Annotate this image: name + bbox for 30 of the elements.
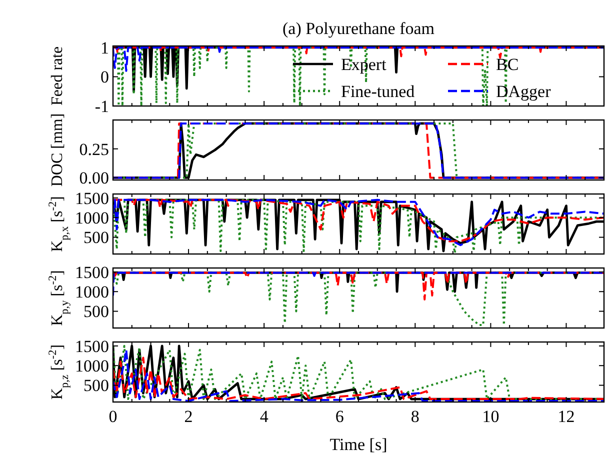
legend-label: DAgger <box>496 82 552 101</box>
legend-label: Expert <box>341 54 387 74</box>
x-tick-label: 4 <box>260 407 269 426</box>
y-axis-title: Feed rate <box>49 46 66 106</box>
y-tick-label: 1500 <box>75 262 109 282</box>
line-series <box>113 46 604 72</box>
y-tick-label: 500 <box>84 228 109 248</box>
y-tick-label: 1000 <box>75 282 109 302</box>
chart-title: (a) Polyurethane foam <box>282 19 434 38</box>
y-tick-label: 500 <box>84 376 109 396</box>
y-tick-label: 1500 <box>75 336 109 356</box>
x-tick-label: 10 <box>482 407 500 426</box>
y-tick-label: -1 <box>94 96 109 116</box>
y-tick-label: 0 <box>100 68 109 87</box>
line-series <box>113 356 604 400</box>
x-axis-title: Time [s] <box>330 435 388 454</box>
y-tick-label: 1000 <box>75 208 109 228</box>
y-tick-label: 0.25 <box>79 140 109 159</box>
x-tick-label: 6 <box>335 407 344 426</box>
y-tick-label: 1500 <box>75 188 109 208</box>
y-axis-title: DOC [mm] <box>49 113 66 187</box>
x-tick-label: 2 <box>184 407 193 426</box>
x-tick-label: 8 <box>410 407 420 426</box>
y-tick-label: 1000 <box>75 356 109 376</box>
y-tick-label: 0.00 <box>79 168 109 188</box>
y-tick-label: 1 <box>100 38 109 58</box>
legend-label: BC <box>496 54 519 74</box>
legend-label: Fine-tuned <box>341 82 416 101</box>
y-tick-label: 500 <box>84 302 109 322</box>
x-tick-label: 12 <box>558 407 575 426</box>
